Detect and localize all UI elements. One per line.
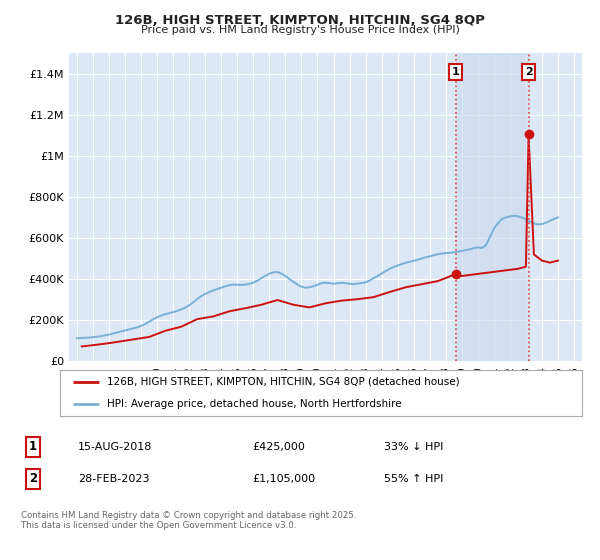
Text: 15-AUG-2018: 15-AUG-2018: [78, 442, 152, 452]
Text: Contains HM Land Registry data © Crown copyright and database right 2025.
This d: Contains HM Land Registry data © Crown c…: [21, 511, 356, 530]
Text: 33% ↓ HPI: 33% ↓ HPI: [384, 442, 443, 452]
Text: 126B, HIGH STREET, KIMPTON, HITCHIN, SG4 8QP (detached house): 126B, HIGH STREET, KIMPTON, HITCHIN, SG4…: [107, 377, 460, 387]
Text: 28-FEB-2023: 28-FEB-2023: [78, 474, 149, 484]
Text: £425,000: £425,000: [252, 442, 305, 452]
Bar: [456, 53, 529, 361]
Text: £1,105,000: £1,105,000: [252, 474, 315, 484]
Text: 55% ↑ HPI: 55% ↑ HPI: [384, 474, 443, 484]
Text: Price paid vs. HM Land Registry's House Price Index (HPI): Price paid vs. HM Land Registry's House …: [140, 25, 460, 35]
Text: 1: 1: [452, 67, 460, 77]
Text: 2: 2: [524, 67, 532, 77]
Text: HPI: Average price, detached house, North Hertfordshire: HPI: Average price, detached house, Nort…: [107, 399, 401, 409]
Text: 1: 1: [29, 440, 37, 454]
Text: 2: 2: [29, 472, 37, 486]
Text: 126B, HIGH STREET, KIMPTON, HITCHIN, SG4 8QP: 126B, HIGH STREET, KIMPTON, HITCHIN, SG4…: [115, 14, 485, 27]
